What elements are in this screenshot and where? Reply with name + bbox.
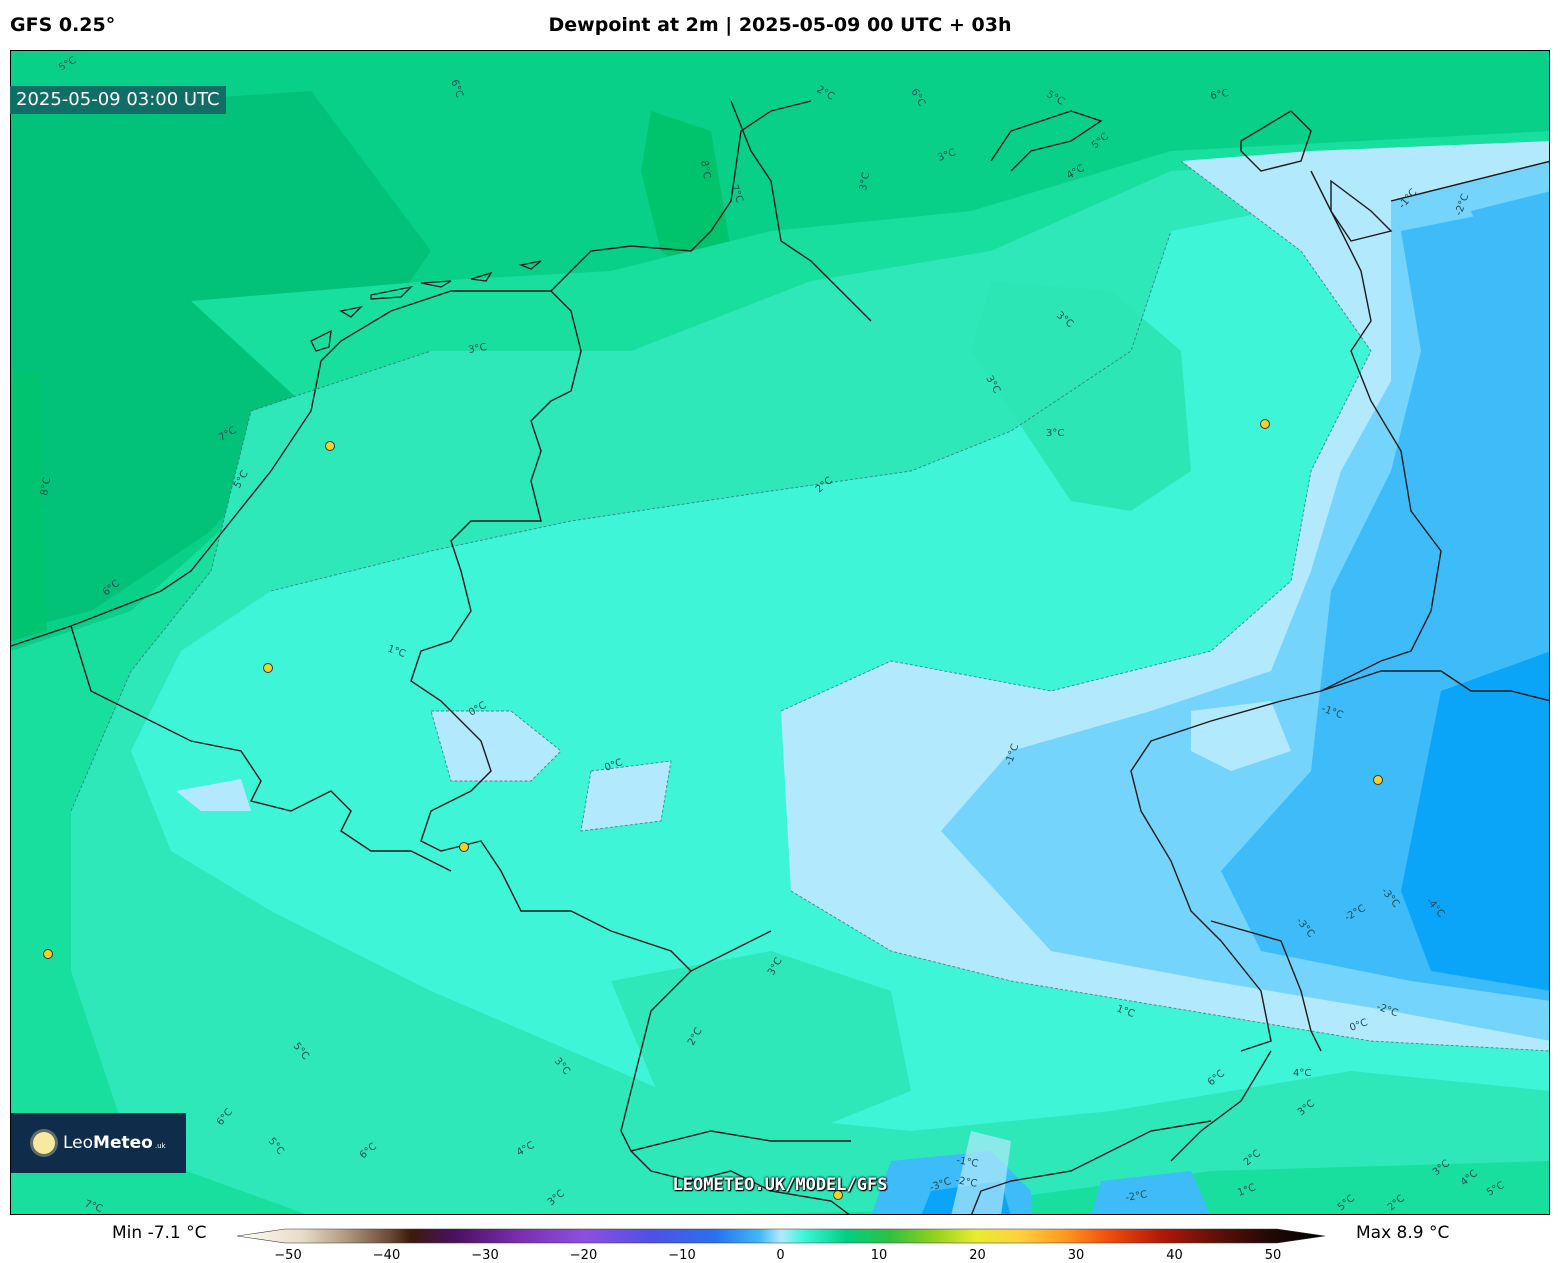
city-marker[interactable] (459, 842, 469, 852)
city-marker[interactable] (325, 441, 335, 451)
blue-patch-south-2 (1091, 1171, 1211, 1214)
max-value-label: Max 8.9 °C (1356, 1223, 1450, 1243)
city-marker[interactable] (1260, 419, 1270, 429)
min-value-label: Min -7.1 °C (112, 1223, 207, 1243)
contour-label: 3°C (1046, 428, 1064, 439)
colorbar-tick-label: −20 (569, 1248, 598, 1263)
leometeo-logo: LeoMeteo .uk (11, 1113, 186, 1173)
colorbar-gradient (237, 1228, 1326, 1244)
model-name: GFS 0.25° (10, 14, 116, 36)
city-marker[interactable] (43, 949, 53, 959)
blue-patch-ne (1471, 191, 1549, 261)
pale-blue-spot-1 (431, 711, 561, 781)
contour-label: -1°C (955, 1155, 979, 1170)
city-marker[interactable] (1373, 775, 1383, 785)
contour-label: 8°C (698, 160, 712, 180)
city-marker[interactable] (833, 1190, 843, 1200)
dewpoint-map: 5°C 6°C 2°C 6°C 5°C 8°C 7°C 3°C 3°C 4°C … (11, 51, 1549, 1215)
colorbar-tick-label: −10 (668, 1248, 696, 1263)
pale-blue-spot-2 (581, 761, 671, 831)
warm-region-west (11, 91, 431, 631)
contour-label: 8°C (39, 477, 53, 497)
colorbar-tick-label: 10 (870, 1248, 888, 1263)
colorbar-tick-label: 30 (1067, 1248, 1085, 1263)
map-panel[interactable]: 5°C 6°C 2°C 6°C 5°C 8°C 7°C 3°C 3°C 4°C … (10, 50, 1550, 1215)
country-borders (11, 100, 1549, 1214)
deep-blue-core (1401, 651, 1549, 991)
contour-label: 4°C (1293, 1068, 1311, 1079)
pale-blue-south (951, 1131, 1011, 1214)
colorbar-tick-label: −40 (372, 1248, 401, 1263)
contour-label: 6°C (1210, 88, 1230, 102)
colorbar-tick-label: 50 (1264, 1248, 1282, 1263)
warm-region-north (641, 111, 731, 281)
pale-blue-spot-3 (176, 779, 251, 811)
valid-time-badge: 2025-05-09 03:00 UTC (10, 86, 226, 114)
colorbar-tick-label: −50 (274, 1248, 302, 1263)
colorbar (237, 1228, 1326, 1244)
contour-label: -2°C (954, 1175, 978, 1190)
contour-label: 7°C (83, 1198, 104, 1215)
chart-title: Dewpoint at 2m | 2025-05-09 00 UTC + 03h (548, 14, 1012, 36)
sun-icon (33, 1132, 55, 1154)
contour-label: 3°C (858, 172, 872, 192)
green-island-east (971, 281, 1191, 511)
logo-text: LeoMeteo .uk (63, 1133, 166, 1153)
contour-label: 3°C (468, 342, 488, 356)
frisian-islands (310, 260, 542, 352)
colorbar-tick-label: 20 (969, 1248, 986, 1263)
colorbar-tick-label: 0 (776, 1248, 785, 1263)
contour-lines (70, 160, 1549, 1052)
colorbar-tick-label: 40 (1166, 1248, 1183, 1263)
source-watermark: LEOMETEO.UK/MODEL/GFS (672, 1175, 888, 1195)
pale-blue-hole (1191, 701, 1291, 771)
city-marker[interactable] (263, 663, 273, 673)
contour-label: -2°C (1125, 1189, 1149, 1204)
colorbar-tick-label: −30 (471, 1248, 499, 1263)
warm-region-edge (11, 371, 47, 641)
green-island-south (611, 951, 911, 1131)
